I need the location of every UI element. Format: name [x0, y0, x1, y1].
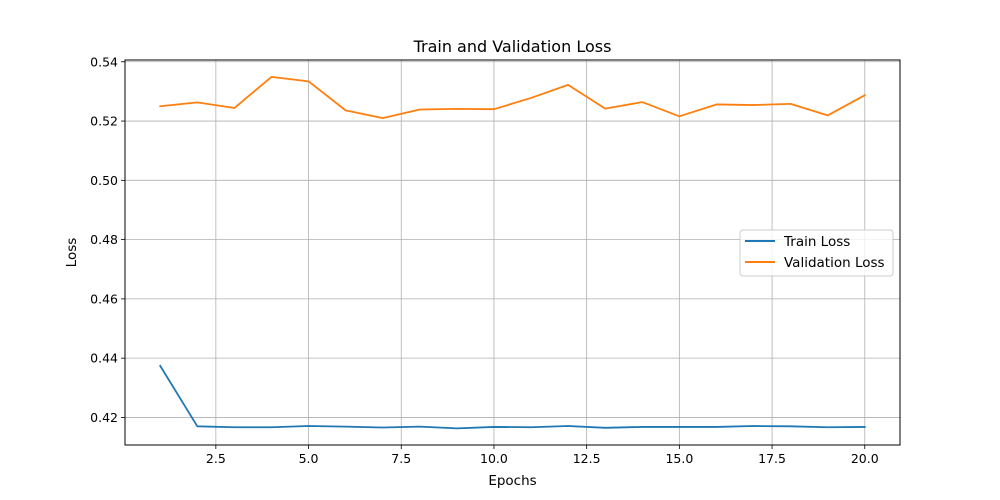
x-tick-label: 10.0 [480, 451, 508, 466]
y-axis-label: Loss [64, 238, 80, 268]
legend: Train Loss Validation Loss [739, 229, 894, 277]
legend-label-validation-loss: Validation Loss [784, 255, 885, 271]
x-tick-label: 17.5 [758, 451, 786, 466]
x-axis-label: Epochs [488, 473, 536, 489]
x-tick-label: 20.0 [851, 451, 879, 466]
x-tick-label: 12.5 [573, 451, 601, 466]
axis-ticks: 2.5 5.0 7.5 10.0 12.5 15.0 17.5 20.0 0.42 0.44 0.4… [90, 54, 879, 466]
x-tick-label: 7.5 [391, 451, 411, 466]
legend-label-train-loss: Train Loss [783, 234, 850, 250]
legend-box [739, 229, 894, 277]
y-tick-label: 0.54 [90, 54, 118, 69]
plot-frame [124, 59, 901, 446]
y-tick-label: 0.50 [90, 173, 118, 188]
x-tick-label: 2.5 [206, 451, 226, 466]
x-tick-label: 5.0 [299, 451, 319, 466]
grid [125, 60, 900, 445]
chart-title: Train and Validation Loss [413, 37, 612, 56]
series-line-train-loss [158, 364, 866, 430]
series-line-validation-loss [159, 75, 866, 119]
y-tick-label: 0.44 [90, 351, 118, 366]
y-tick-label: 0.48 [90, 232, 118, 247]
series-lines [158, 75, 866, 430]
y-tick-label: 0.52 [90, 114, 118, 129]
x-tick-label: 15.0 [665, 451, 693, 466]
y-tick-label: 0.42 [90, 410, 118, 425]
y-tick-label: 0.46 [90, 291, 118, 306]
